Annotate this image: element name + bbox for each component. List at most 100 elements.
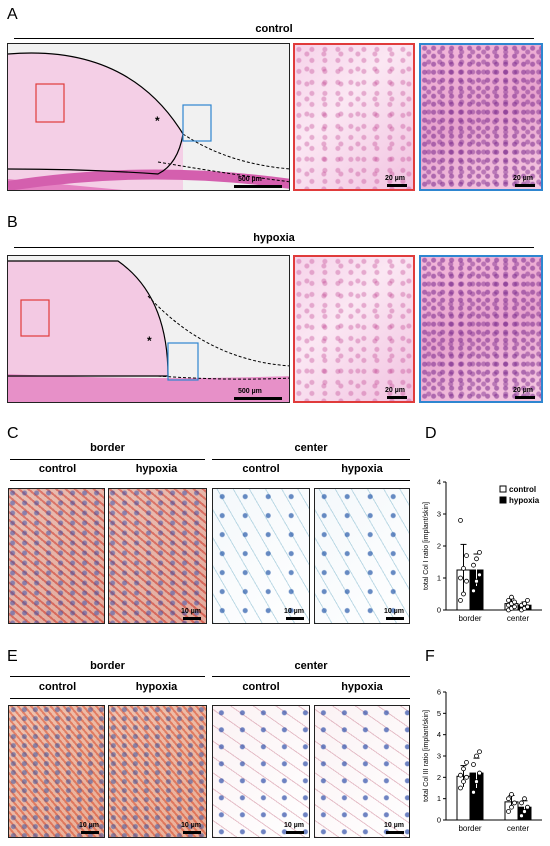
data-point: [461, 591, 466, 597]
data-point: [522, 601, 527, 607]
scale-bar: [515, 184, 535, 187]
x-tick-label: center: [507, 614, 530, 623]
data-point: [519, 813, 524, 819]
legend-label-hypoxia: hypoxia: [509, 496, 540, 505]
data-point: [464, 774, 469, 780]
panel-a-overview-image: * 500 µm: [7, 43, 290, 191]
data-point: [458, 772, 463, 778]
panel-b-overview-image: * 500 µm: [7, 255, 290, 403]
scale-label: 10 µm: [284, 608, 304, 615]
asterisk-marker: *: [147, 334, 152, 348]
y-tick-label: 6: [437, 688, 441, 697]
scale-bar: [386, 831, 404, 834]
panel-b-rule: [14, 247, 534, 248]
y-tick-label: 3: [437, 510, 441, 519]
data-point: [471, 762, 476, 767]
panel-c-rule-center: [212, 459, 410, 460]
panel-c-rule-border: [10, 459, 205, 460]
scale-bar: [234, 185, 282, 188]
data-point: [506, 796, 511, 802]
panel-c-sub-control-border: control: [38, 463, 77, 475]
data-point: [506, 809, 511, 814]
scale-bar: [286, 617, 304, 620]
scale-bar: [386, 617, 404, 620]
data-point: [477, 572, 482, 578]
data-point: [512, 604, 517, 610]
y-tick-label: 1: [437, 794, 441, 803]
scale-label: 10 µm: [384, 608, 404, 615]
data-point: [509, 804, 514, 810]
data-point: [519, 800, 524, 806]
panel-e-rule-border: [10, 676, 205, 677]
panel-b-title: hypoxia: [253, 232, 295, 244]
panel-c-image-border-control: [8, 488, 105, 624]
panel-c-image-border-hypoxia: 10 µm: [108, 488, 207, 624]
scale-label: 10 µm: [284, 822, 304, 829]
legend-swatch-hypoxia: [499, 496, 507, 504]
panel-e-sub-hypoxia-center: hypoxia: [341, 681, 383, 693]
panel-c-image-center-control: 10 µm: [212, 488, 310, 624]
scale-bar: [387, 184, 407, 187]
scale-label: 20 µm: [385, 175, 405, 182]
panel-e-sub-control-center: control: [242, 681, 280, 693]
y-tick-label: 4: [437, 478, 441, 487]
panel-e-subrule: [10, 698, 410, 699]
y-tick-label: 2: [437, 542, 441, 551]
panel-letter-b: B: [7, 214, 18, 231]
panel-letter-a: A: [7, 6, 18, 23]
data-point: [461, 566, 466, 571]
data-point: [474, 556, 479, 562]
data-point: [509, 792, 514, 797]
scale-label: 10 µm: [181, 608, 201, 615]
panel-e-group-border: border: [90, 660, 125, 672]
scale-label: 500 µm: [238, 176, 262, 183]
data-point: [471, 562, 476, 568]
scale-bar: [234, 397, 282, 400]
panel-e-rule-center: [212, 676, 410, 677]
y-tick-label: 5: [437, 709, 441, 718]
panel-e-group-center: center: [294, 660, 328, 672]
data-point: [458, 575, 463, 581]
data-point: [464, 578, 469, 584]
panel-c-group-center: center: [294, 442, 328, 454]
panel-c-sub-control-center: control: [242, 463, 280, 475]
scale-label: 10 µm: [181, 822, 201, 829]
data-point: [477, 550, 482, 555]
y-tick-label: 0: [437, 606, 441, 615]
data-point: [464, 553, 469, 558]
data-point: [458, 518, 463, 523]
panel-a-zoom-blue: 20 µm: [419, 43, 543, 191]
data-point: [509, 594, 514, 600]
asterisk-marker: *: [155, 114, 160, 128]
panel-c-subrule: [10, 480, 410, 481]
data-point: [474, 578, 479, 584]
scale-bar: [81, 831, 99, 834]
data-point: [458, 597, 463, 603]
panel-b-zoom-red: 20 µm: [293, 255, 415, 403]
x-tick-label: border: [458, 824, 481, 833]
data-point: [461, 779, 466, 784]
y-tick-label: 0: [437, 816, 441, 825]
data-point: [522, 796, 527, 802]
data-point: [525, 604, 530, 610]
data-point: [477, 749, 482, 755]
data-point: [522, 809, 527, 814]
scale-label: 20 µm: [513, 387, 533, 394]
panel-e-image-center-control: 10 µm: [212, 705, 310, 838]
panel-c-sub-hypoxia-border: hypoxia: [135, 463, 178, 475]
data-point: [458, 785, 463, 791]
x-tick-label: border: [458, 614, 481, 623]
panel-letter-d: D: [425, 425, 437, 442]
y-tick-label: 3: [437, 752, 441, 761]
data-point: [471, 588, 476, 594]
col-i-ratio-chart: total Col I ratio [implant/skin] 0 1 2 3 4 bor…: [423, 478, 542, 623]
data-point: [512, 800, 517, 806]
panel-letter-e: E: [7, 648, 18, 665]
data-point: [464, 760, 469, 765]
y-axis-label: total Col I ratio [implant/skin]: [423, 502, 430, 590]
data-point: [474, 779, 479, 784]
data-point: [512, 599, 517, 605]
panel-letter-c: C: [7, 425, 19, 442]
panel-b-zoom-blue: 20 µm: [419, 255, 543, 403]
y-axis-label: total Col III ratio [implant/skin]: [423, 710, 430, 802]
